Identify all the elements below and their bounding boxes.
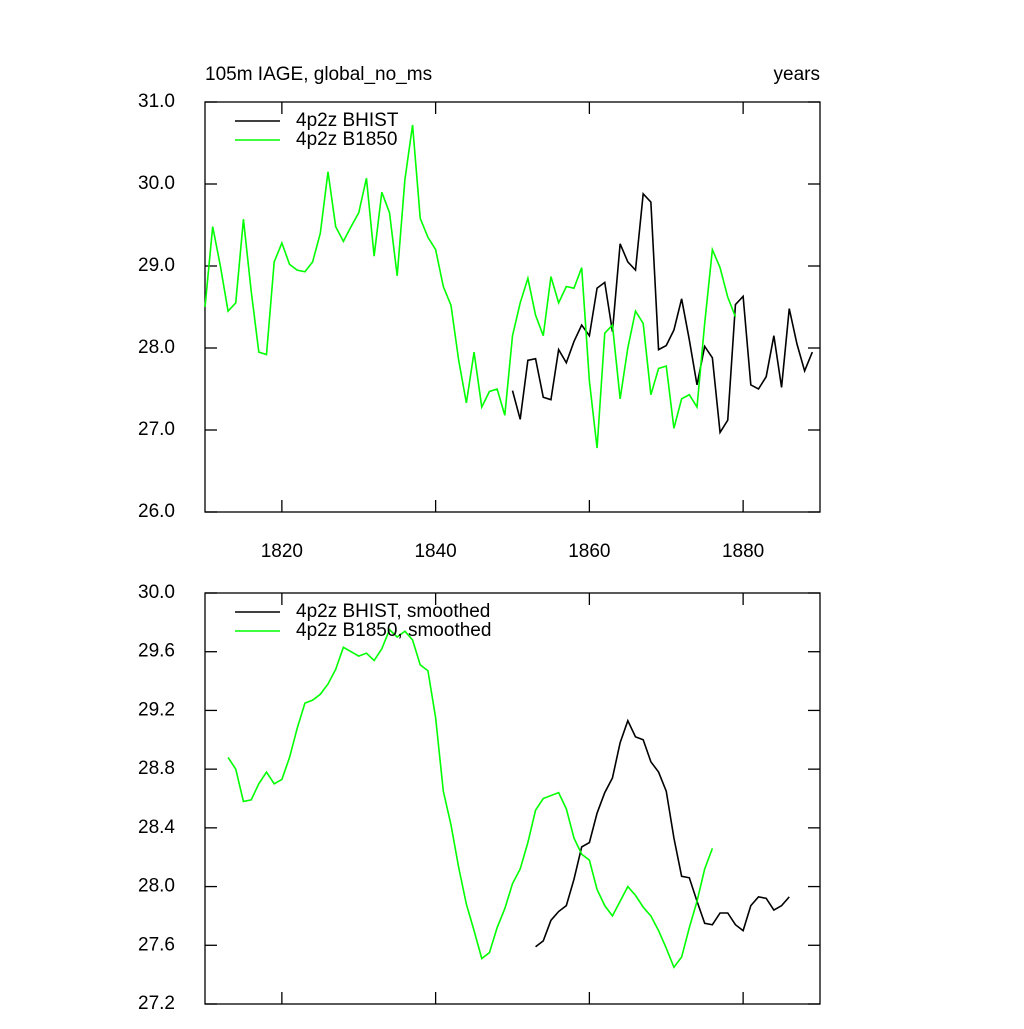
- y-tick-label: 29.0: [138, 255, 175, 276]
- x-tick-label: 1840: [414, 541, 456, 562]
- plot-frame: [204, 592, 821, 1005]
- legend-label: 4p2z B1850, smoothed: [296, 620, 491, 641]
- legend-label: 4p2z BHIST: [296, 110, 399, 131]
- y-tick-label: 28.8: [138, 758, 175, 779]
- y-tick-label: 29.6: [138, 641, 175, 662]
- x-tick-label: 1820: [261, 541, 303, 562]
- y-tick-label: 30.0: [138, 582, 175, 603]
- y-tick-label: 31.0: [138, 91, 175, 112]
- y-tick-label: 27.6: [138, 934, 175, 955]
- data-line: [535, 718, 790, 948]
- y-tick-label: 27.2: [138, 993, 175, 1014]
- data-line: [511, 192, 814, 435]
- chart-title: 105m IAGE, global_no_ms: [205, 64, 432, 85]
- y-tick-label: 29.2: [138, 699, 175, 720]
- data-line: [227, 628, 714, 969]
- y-tick-label: 28.4: [138, 817, 175, 838]
- plot-frame: [204, 101, 821, 513]
- y-tick-label: 28.0: [138, 876, 175, 897]
- x-tick-label: 1880: [722, 541, 764, 562]
- y-tick-label: 30.0: [138, 173, 175, 194]
- legend-label: 4p2z B1850: [296, 129, 397, 150]
- y-tick-label: 27.0: [138, 419, 175, 440]
- x-tick-label: 1860: [568, 541, 610, 562]
- chart-title-right: years: [774, 64, 820, 85]
- y-tick-label: 26.0: [138, 501, 175, 522]
- legend-label: 4p2z BHIST, smoothed: [296, 601, 490, 622]
- y-tick-label: 28.0: [138, 337, 175, 358]
- data-line: [204, 124, 737, 449]
